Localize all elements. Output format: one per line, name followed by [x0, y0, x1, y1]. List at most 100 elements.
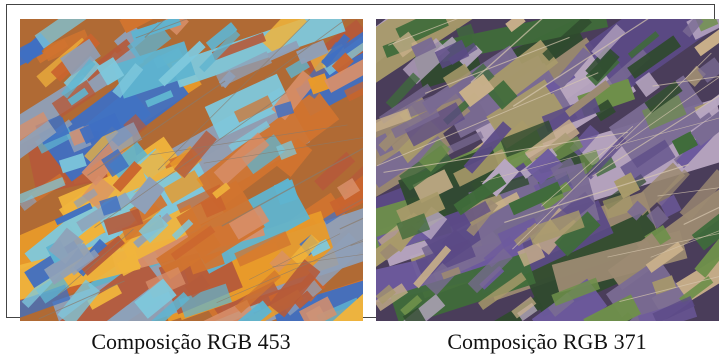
- field-parcel: [116, 253, 142, 277]
- field-boundary: [607, 233, 719, 258]
- field-parcel: [453, 173, 507, 216]
- field-parcel: [627, 31, 660, 59]
- field-boundary: [424, 36, 570, 94]
- field-parcel: [456, 23, 475, 39]
- field-parcel: [324, 59, 363, 93]
- field-parcel: [376, 284, 396, 305]
- field-parcel: [652, 296, 695, 321]
- field-parcel: [234, 270, 281, 314]
- field-parcel: [158, 40, 206, 87]
- satellite-image-rgb-371: [376, 19, 719, 321]
- field-parcel: [234, 231, 292, 267]
- field-boundary: [216, 239, 363, 304]
- field-parcel: [293, 290, 314, 309]
- field-parcel: [644, 80, 683, 114]
- field-parcel: [308, 232, 363, 287]
- field-parcel: [396, 213, 431, 240]
- field-parcel: [652, 275, 677, 295]
- field-parcel: [517, 302, 538, 321]
- field-parcel: [679, 169, 719, 222]
- field-parcel: [127, 21, 172, 64]
- field-parcel: [205, 22, 238, 51]
- field-parcel: [273, 179, 299, 206]
- field-parcel: [101, 148, 130, 178]
- field-parcel: [554, 211, 601, 257]
- field-parcel: [488, 80, 518, 110]
- field-parcel: [627, 35, 682, 79]
- field-parcel: [526, 148, 563, 185]
- field-boundary: [376, 72, 599, 167]
- field-parcel: [691, 213, 719, 251]
- field-boundary: [540, 125, 634, 207]
- field-parcel: [655, 169, 690, 207]
- field-parcel: [378, 83, 433, 124]
- field-parcel: [636, 233, 662, 258]
- field-parcel: [99, 195, 122, 216]
- field-parcel: [627, 200, 647, 221]
- field-parcel: [296, 39, 329, 65]
- field-parcel: [418, 138, 451, 172]
- field-parcel: [376, 150, 411, 188]
- field-parcel: [58, 153, 87, 174]
- field-parcel: [458, 73, 495, 108]
- field-parcel: [478, 272, 527, 311]
- field-parcel: [212, 182, 231, 199]
- field-parcel: [112, 161, 142, 193]
- field-boundary: [504, 163, 689, 224]
- field-boundary: [157, 19, 311, 171]
- field-parcel: [396, 191, 446, 228]
- field-parcel: [61, 59, 96, 99]
- field-parcel: [500, 120, 556, 158]
- field-parcel: [602, 192, 635, 219]
- field-parcel: [321, 33, 351, 68]
- field-parcel: [87, 284, 123, 310]
- field-boundary: [388, 19, 458, 46]
- field-parcel: [695, 94, 719, 119]
- field-boundary: [652, 76, 719, 87]
- field-parcel: [402, 37, 451, 85]
- caption-left: Composição RGB 453: [91, 329, 291, 354]
- field-parcel: [641, 94, 687, 130]
- field-boundary: [135, 19, 189, 39]
- field-parcel: [134, 278, 177, 319]
- field-boundary: [221, 147, 363, 227]
- field-parcel: [290, 234, 320, 266]
- field-parcel: [583, 294, 641, 321]
- field-parcel: [337, 177, 361, 201]
- field-parcel: [54, 202, 93, 226]
- field-parcel: [20, 120, 57, 159]
- field-parcel: [659, 194, 682, 218]
- field-parcel: [446, 131, 484, 154]
- field-parcel: [137, 148, 171, 181]
- field-parcel: [60, 38, 101, 76]
- field-parcel: [274, 101, 295, 119]
- field-parcel: [392, 31, 419, 58]
- field-parcel: [467, 248, 513, 294]
- field-boundary: [592, 95, 719, 177]
- field-parcel: [69, 249, 100, 276]
- field-parcel: [413, 245, 452, 289]
- field-parcel: [170, 225, 216, 261]
- field-parcel: [671, 131, 699, 156]
- satellite-image-rgb-453: [20, 19, 363, 321]
- field-parcel: [448, 200, 491, 232]
- field-parcel: [562, 183, 594, 205]
- field-parcel: [527, 210, 585, 246]
- field-parcel: [694, 29, 719, 57]
- field-parcel: [67, 87, 89, 106]
- field-parcel: [463, 121, 512, 174]
- field-parcel: [441, 266, 461, 280]
- field-boundary: [512, 19, 649, 107]
- field-parcel: [44, 242, 95, 285]
- field-parcel: [308, 239, 331, 257]
- field-parcel: [228, 204, 270, 240]
- field-boundary: [272, 254, 363, 268]
- field-boundary: [657, 187, 719, 197]
- field-parcel: [517, 242, 546, 267]
- field-parcel: [376, 108, 412, 132]
- field-parcel: [105, 122, 143, 154]
- field-parcel: [411, 37, 437, 58]
- field-parcel: [57, 279, 101, 321]
- field-parcel: [307, 73, 331, 95]
- field-parcel: [176, 184, 224, 214]
